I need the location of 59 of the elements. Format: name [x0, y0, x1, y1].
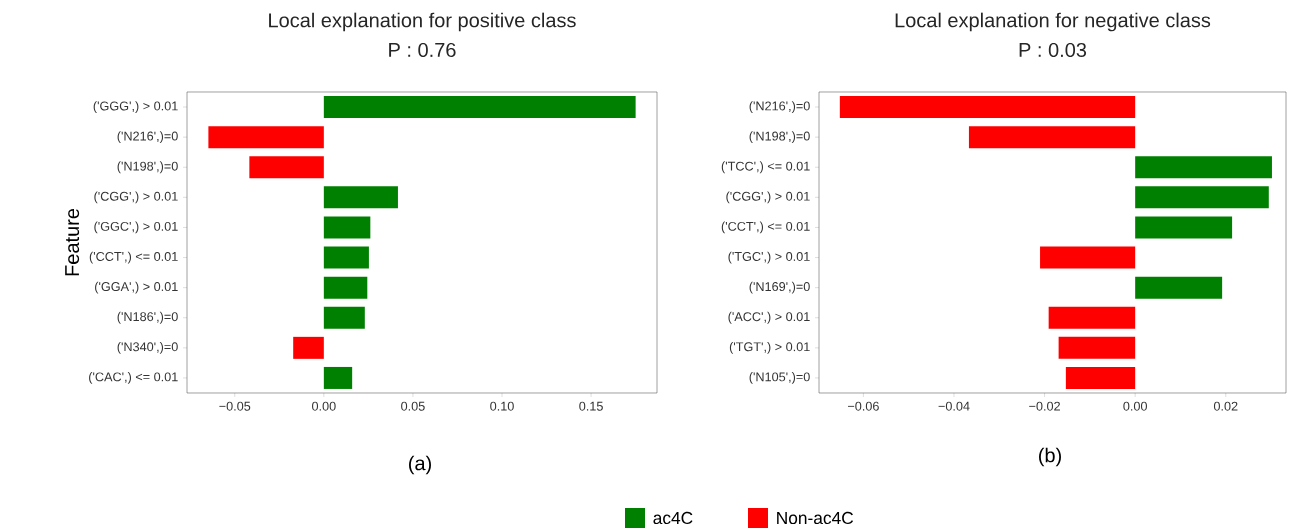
bar — [1135, 156, 1272, 179]
y-tick-label: ('TGC',) > 0.01 — [728, 251, 810, 264]
y-tick-label: ('N105',)=0 — [749, 372, 810, 384]
bar — [323, 246, 369, 269]
x-tick-label: 0.10 — [490, 401, 514, 411]
chart-subtitle: P : 0.76 — [389, 42, 456, 58]
y-tick-label: ('N198',)=0 — [117, 161, 178, 174]
y-tick-label: ('TGT',) > 0.01 — [729, 341, 810, 354]
y-tick-label: ('ACC',) > 0.01 — [728, 311, 810, 324]
y-tick-label: ('CGG',) > 0.01 — [726, 191, 810, 204]
legend-label: ac4C — [653, 511, 693, 525]
x-tick-label: −0.04 — [938, 401, 970, 411]
y-tick-label: ('TCC',) <= 0.01 — [721, 161, 810, 174]
chart-title: Local explanation for positive class — [269, 12, 576, 32]
y-tick-label: ('N340',)=0 — [117, 341, 178, 354]
bar — [208, 126, 324, 149]
bar — [323, 96, 636, 119]
chart-title: Local explanation for negative class — [895, 12, 1211, 32]
x-tick-label: 0.05 — [401, 401, 425, 411]
bar — [249, 156, 324, 179]
chart-subtitle: P : 0.03 — [1019, 42, 1087, 58]
x-tick-label: −0.06 — [848, 401, 879, 411]
y-axis-title: Feature — [65, 208, 80, 276]
x-tick-label: −0.05 — [219, 401, 251, 411]
y-tick-label: ('N169',)=0 — [749, 281, 810, 294]
legend-label: Non-ac4C — [777, 511, 854, 525]
y-tick-label: ('GGG',) > 0.01 — [93, 101, 178, 113]
bar — [323, 306, 365, 329]
y-tick-label: ('CCT',) <= 0.01 — [89, 251, 178, 264]
y-tick-label: ('GGA',) > 0.01 — [95, 281, 178, 294]
bar — [323, 216, 371, 239]
y-tick-label: ('N186',)=0 — [117, 311, 178, 324]
bar — [968, 126, 1136, 149]
bar — [1040, 246, 1136, 269]
bar — [1048, 306, 1136, 329]
bar — [839, 96, 1136, 119]
bar — [323, 276, 368, 299]
x-tick-label: −0.02 — [1029, 401, 1060, 411]
y-tick-label: ('CAC',) <= 0.01 — [89, 372, 178, 384]
bar — [1135, 276, 1223, 299]
bar — [323, 366, 353, 389]
y-tick-label: ('N216',)=0 — [749, 101, 810, 113]
y-tick-label: ('N198',)=0 — [749, 131, 810, 144]
bar — [1135, 186, 1269, 209]
y-tick-label: ('N216',)=0 — [117, 131, 178, 144]
x-tick-label: 0.00 — [312, 401, 336, 411]
x-tick-label: 0.15 — [579, 401, 603, 411]
text: (b) — [1039, 447, 1061, 467]
y-tick-label: ('CCT',) <= 0.01 — [721, 221, 810, 234]
y-tick-label: ('GGC',) > 0.01 — [94, 221, 178, 234]
x-tick-label: 0.02 — [1213, 401, 1238, 411]
bar — [293, 336, 324, 359]
y-tick-label: ('CGG',) > 0.01 — [94, 191, 178, 204]
x-tick-label: 0.00 — [1123, 401, 1147, 411]
bar — [323, 186, 398, 209]
bar — [1135, 216, 1233, 239]
text: (a) — [409, 455, 431, 475]
bar — [1065, 366, 1136, 389]
bar — [1058, 336, 1136, 359]
